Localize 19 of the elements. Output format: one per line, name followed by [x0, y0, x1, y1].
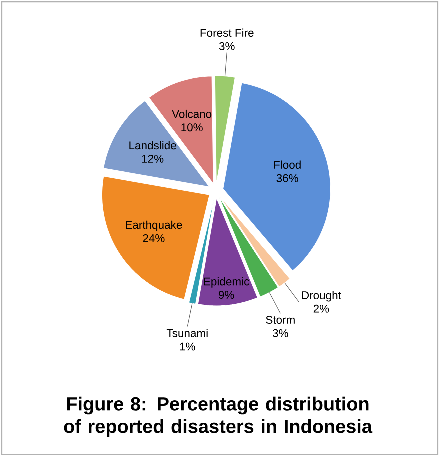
slice-label: Drought: [302, 291, 342, 302]
slice-label: Volcano: [172, 110, 212, 118]
slice-label: Epidemic: [204, 277, 250, 288]
data-label: 36%: [276, 174, 298, 182]
data-label: 12%: [142, 155, 164, 163]
slice-label: Storm: [266, 316, 295, 324]
slice-label: Flood: [274, 160, 301, 170]
slice-label: Forest Fire: [200, 28, 254, 38]
text: Figure 8: Percentage distribution of reported disasters in Indonesia: [64, 396, 373, 438]
data-label: 9%: [218, 291, 234, 300]
data-label: 1%: [180, 342, 196, 351]
slice-label: Tsunami: [166, 329, 208, 338]
slice-label: Landslide: [130, 141, 176, 150]
data-label: 24%: [143, 234, 165, 242]
data-label: 10%: [182, 124, 203, 132]
data-label: 3%: [219, 42, 235, 50]
data-label: 3%: [272, 329, 288, 338]
slice-label: Earthquake: [126, 220, 182, 232]
data-label: 2%: [314, 304, 330, 313]
